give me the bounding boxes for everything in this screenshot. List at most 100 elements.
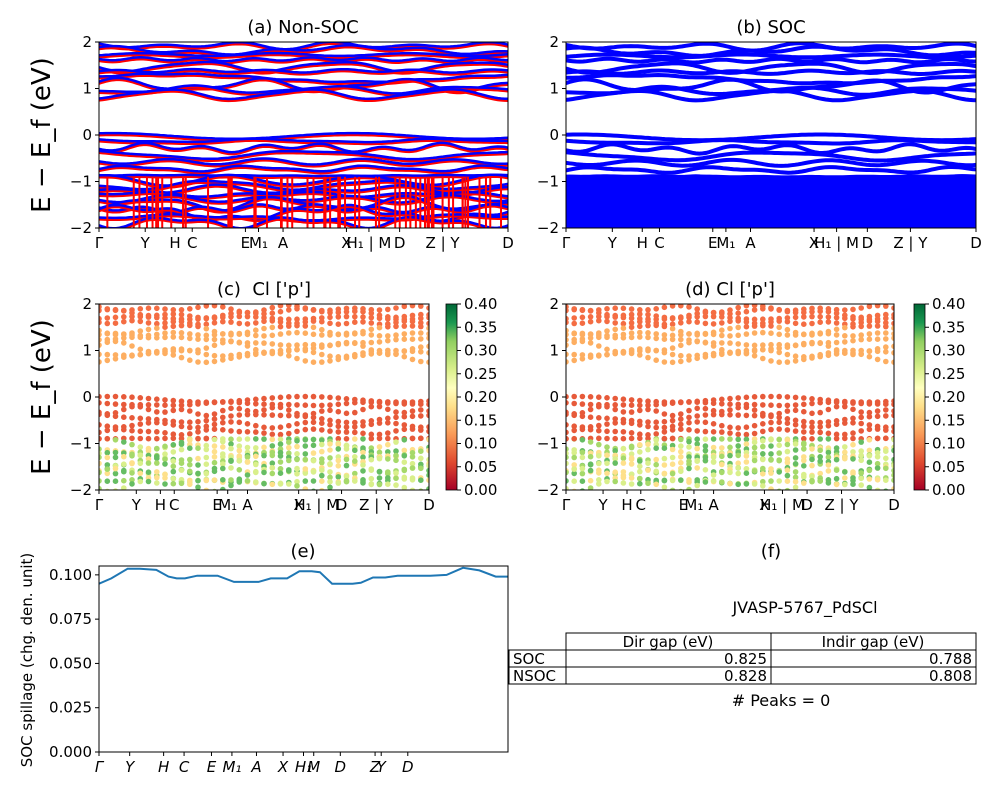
scatter-point: [891, 424, 894, 430]
scatter-point: [368, 326, 375, 333]
scatter-point: [376, 307, 383, 313]
scatter-point: [710, 321, 717, 327]
scatter-point: [352, 399, 358, 406]
scatter-point: [360, 468, 366, 474]
scatter-point: [833, 435, 840, 442]
scatter-point: [596, 334, 602, 341]
scatter-point: [327, 353, 333, 360]
scatter-point: [702, 436, 709, 443]
scatter-point: [776, 402, 782, 409]
scatter-point: [727, 350, 733, 357]
scatter-point: [203, 315, 210, 322]
scatter-point: [195, 336, 201, 343]
colorbar-tick-label: 0.35: [464, 318, 497, 336]
band-line: [566, 68, 976, 76]
scatter-point: [178, 460, 185, 467]
scatter-point: [637, 458, 643, 464]
scatter-point: [162, 435, 168, 442]
scatter-point: [409, 413, 416, 420]
scatter-point: [137, 415, 144, 422]
scatter-point: [587, 477, 594, 484]
scatter-point: [99, 359, 102, 365]
scatter-point: [604, 395, 610, 401]
scatter-point: [784, 332, 791, 338]
scatter-point: [571, 412, 577, 419]
scatter-point: [203, 332, 210, 339]
scatter-point: [426, 320, 429, 327]
scatter-point: [612, 460, 618, 466]
x-tick-label: Z | Y: [825, 496, 860, 514]
scatter-point: [817, 319, 823, 326]
band-line: [566, 56, 976, 65]
scatter-point: [596, 343, 602, 349]
scatter-point: [702, 443, 709, 449]
scatter-point: [253, 314, 259, 320]
scatter-point: [825, 406, 832, 413]
scatter-point: [628, 350, 635, 357]
scatter-point: [154, 455, 160, 462]
scatter-point: [178, 480, 185, 487]
scatter-point: [253, 327, 259, 334]
scatter-point: [104, 320, 111, 327]
scatter-point: [858, 439, 864, 445]
scatter-point: [310, 450, 317, 456]
scatter-point: [604, 435, 610, 442]
scatter-point: [760, 483, 766, 489]
scatter-point: [874, 413, 881, 420]
scatter-point: [596, 415, 602, 421]
scatter-point: [566, 307, 569, 314]
scatter-point: [587, 354, 594, 361]
x-tick-label: Y: [125, 758, 136, 776]
band-line: [566, 150, 976, 163]
scatter-point: [211, 358, 218, 365]
x-tick-label: D: [862, 234, 874, 252]
scatter-point: [418, 465, 424, 472]
scatter-point: [170, 346, 177, 352]
scatter-point: [678, 411, 684, 417]
scatter-point: [393, 452, 399, 459]
scatter-point: [352, 353, 358, 360]
colorbar-tick-label: 0.10: [464, 435, 497, 453]
scatter-point: [628, 420, 635, 427]
x-tick-label: M₁: [218, 496, 237, 514]
scatter-point: [294, 483, 300, 489]
scatter-point: [178, 435, 185, 442]
x-tick-label: Z | Y: [359, 496, 394, 514]
scatter-point: [628, 402, 635, 409]
colorbar-tick-label: 0.30: [932, 342, 965, 360]
scatter-point: [178, 423, 185, 430]
scatter-point: [393, 420, 399, 427]
scatter-point: [327, 417, 333, 424]
scatter-point: [792, 455, 799, 461]
scatter-point: [310, 410, 317, 417]
scatter-point: [566, 469, 569, 476]
scatter-point: [776, 469, 782, 475]
band-line: [99, 56, 508, 65]
scatter-point: [801, 331, 807, 338]
scatter-point: [604, 334, 610, 341]
scatter-point: [686, 331, 692, 337]
scatter-point: [579, 314, 586, 321]
scatter-point: [220, 414, 226, 421]
scatter-point: [587, 467, 594, 474]
scatter-point: [393, 305, 399, 311]
scatter-point: [874, 348, 881, 355]
scatter-point: [735, 470, 741, 477]
scatter-point: [319, 487, 325, 490]
scatter-point: [129, 353, 135, 359]
scatter-point: [620, 305, 627, 312]
scatter-point: [866, 447, 873, 454]
scatter-point: [596, 481, 602, 487]
scatter-point: [612, 469, 618, 476]
scatter-point: [178, 402, 185, 409]
scatter-point: [760, 478, 766, 485]
scatter-point: [669, 477, 676, 484]
scatter-point: [319, 448, 325, 455]
scatter-point: [571, 427, 577, 434]
scatter-point: [360, 308, 366, 315]
y-tick-label: −1: [537, 173, 559, 191]
scatter-point: [302, 393, 309, 400]
scatter-point: [612, 478, 618, 485]
scatter-point: [277, 424, 284, 431]
scatter-point: [719, 479, 725, 485]
